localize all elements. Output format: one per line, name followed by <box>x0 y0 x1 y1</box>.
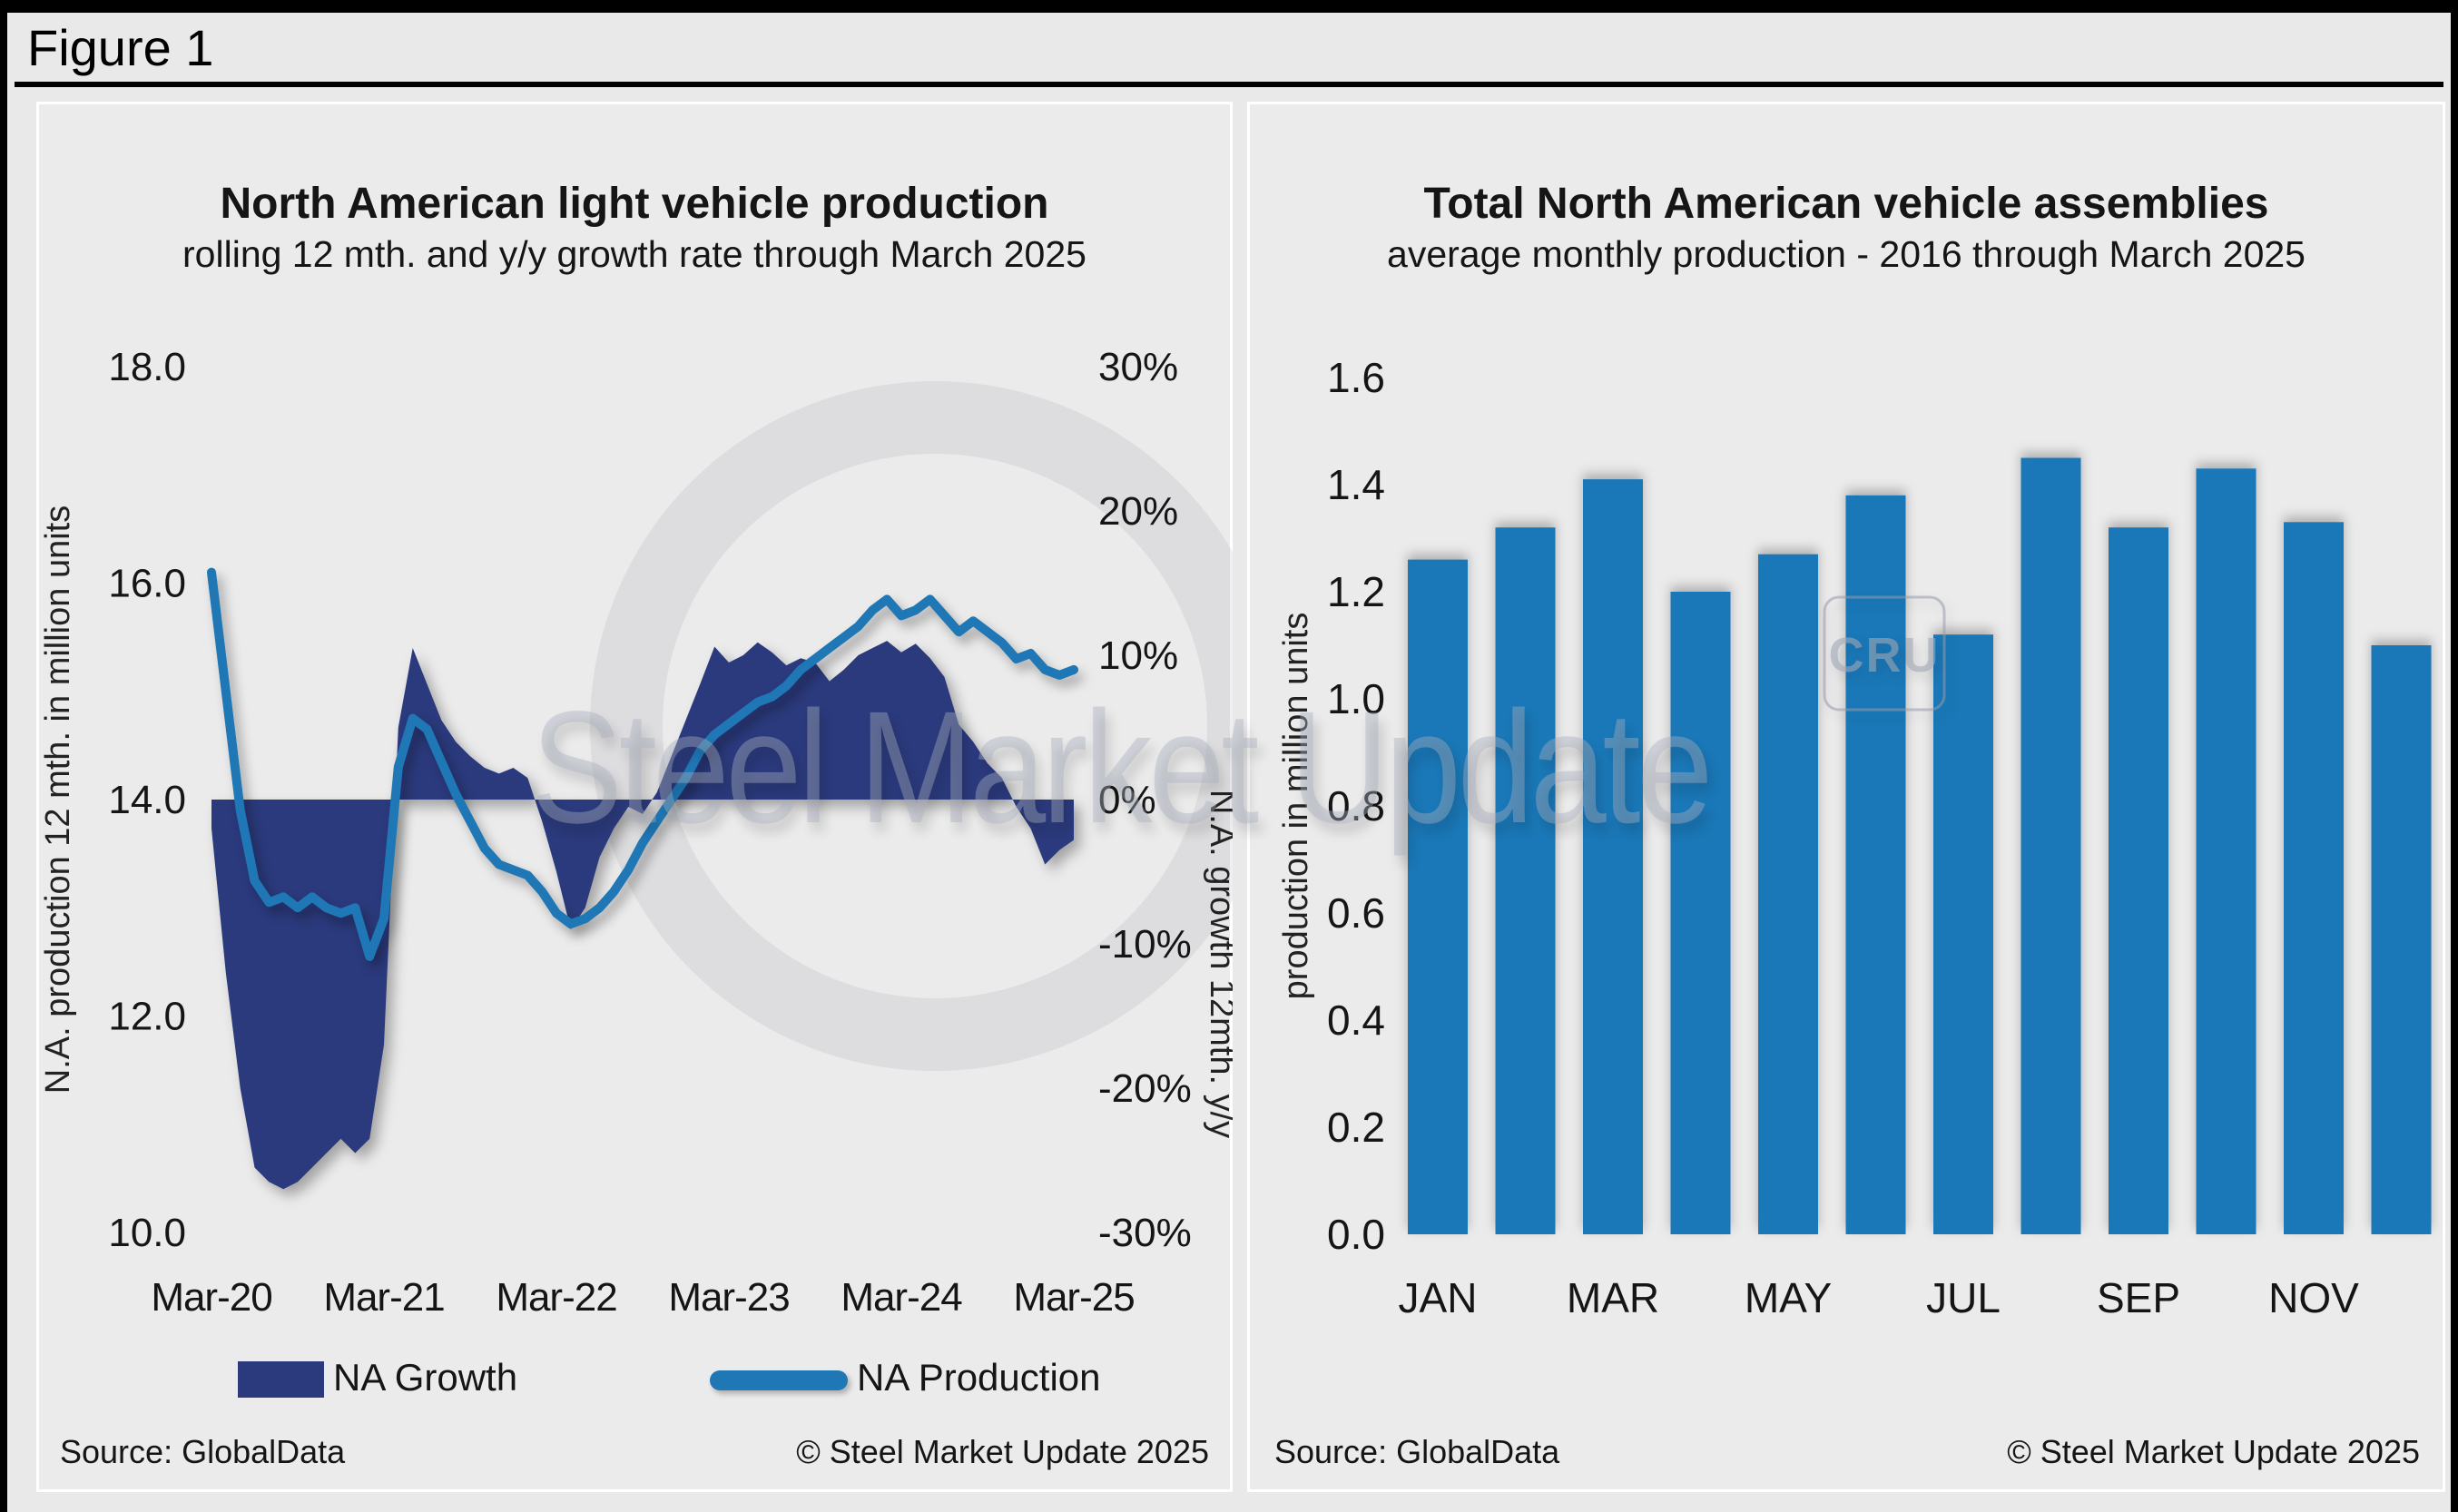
copyright-note: © Steel Market Update 2025 <box>2007 1433 2420 1470</box>
bar-OCT <box>2196 468 2256 1234</box>
y-axis-title: production in million units <box>1277 613 1315 1000</box>
chart-ticks-layer: 18.0 16.0 14.0 12.0 10.0 30% 20% 10% 0% -10% -20% -… <box>108 345 1191 1320</box>
bar-NOV <box>2284 522 2344 1234</box>
x-tick-label: SEP <box>2097 1274 2180 1321</box>
figure-title: Figure 1 <box>27 19 214 76</box>
na-production-line-series <box>207 567 1078 961</box>
bar-DEC <box>2371 645 2432 1234</box>
y-tick-label: 1.2 <box>1327 568 1385 615</box>
bar-JUN <box>1845 495 1906 1234</box>
x-tick-label: JUL <box>1926 1274 2001 1321</box>
bar-APR <box>1670 592 1731 1234</box>
x-tick-label: JAN <box>1399 1274 1478 1321</box>
right-chart-panel: 1.6 1.4 1.2 1.0 0.8 0.6 0.4 0.2 0.0 JAN MAR MAY JUL S… <box>1247 102 2445 1492</box>
y-left-tick-label: 14.0 <box>108 778 186 822</box>
y-right-tick-label: 10% <box>1098 633 1178 678</box>
y-tick-label: 1.0 <box>1327 675 1385 722</box>
x-tick-label: Mar-23 <box>668 1275 789 1320</box>
chart-legend: NA Growth NA Production <box>238 1356 1101 1399</box>
y-right-axis-title: N.A. growth 12mth. y/y <box>1203 790 1233 1138</box>
legend-growth-label: NA Growth <box>333 1356 517 1399</box>
x-tick-label: Mar-21 <box>323 1275 444 1320</box>
y-left-tick-label: 10.0 <box>108 1211 186 1255</box>
y-right-tick-label: 20% <box>1098 489 1178 534</box>
y-tick-label: 0.2 <box>1327 1104 1385 1151</box>
y-tick-label: 0.4 <box>1327 997 1385 1044</box>
x-tick-label: Mar-20 <box>151 1275 271 1320</box>
x-tick-label: Mar-25 <box>1013 1275 1134 1320</box>
cru-logo-box <box>1823 595 1946 712</box>
y-tick-label: 0.0 <box>1327 1211 1385 1258</box>
swoosh-watermark <box>590 381 1233 1071</box>
bar-MAY <box>1758 554 1818 1234</box>
bar-AUG <box>2020 457 2081 1234</box>
source-note: Source: GlobalData <box>60 1433 346 1470</box>
y-right-tick-label: 30% <box>1098 345 1178 389</box>
y-right-tick-label: 0% <box>1098 778 1156 822</box>
copyright-note: © Steel Market Update 2025 <box>796 1433 1209 1470</box>
chart-bars-layer <box>1408 457 2432 1234</box>
x-tick-label: MAR <box>1567 1274 1659 1321</box>
bar-JAN <box>1408 559 1468 1234</box>
left-chart-panel: 18.0 16.0 14.0 12.0 10.0 30% 20% 10% 0% -10% -20% -… <box>36 102 1233 1492</box>
cru-logo-text: CRU <box>1829 628 1941 682</box>
legend-growth-swatch <box>238 1361 324 1398</box>
source-note: Source: GlobalData <box>1274 1433 1560 1470</box>
y-left-tick-label: 18.0 <box>108 345 186 389</box>
legend-production-swatch <box>710 1370 848 1390</box>
y-tick-label: 1.6 <box>1327 354 1385 401</box>
chart-subtitle: rolling 12 mth. and y/y growth rate thro… <box>182 233 1086 275</box>
y-right-tick-label: -20% <box>1098 1066 1192 1111</box>
y-left-tick-label: 12.0 <box>108 995 186 1039</box>
chart-title: North American light vehicle production <box>221 180 1049 228</box>
na-growth-area-series <box>211 641 1074 1190</box>
y-tick-label: 0.8 <box>1327 782 1385 830</box>
bar-FEB <box>1495 527 1556 1234</box>
chart-ticks-layer: 1.6 1.4 1.2 1.0 0.8 0.6 0.4 0.2 0.0 JAN MAR MAY JUL S… <box>1327 354 2359 1321</box>
figure-divider-rule <box>15 82 2443 87</box>
bar-SEP <box>2109 527 2168 1234</box>
cru-logo-watermark: CRU <box>1823 595 1946 712</box>
y-tick-label: 1.4 <box>1327 461 1385 508</box>
bar-MAR <box>1583 479 1643 1234</box>
chart-title: Total North American vehicle assemblies <box>1423 180 2268 228</box>
y-left-axis-title: N.A. production 12 mth. in million units <box>39 506 77 1094</box>
y-right-tick-label: -30% <box>1098 1211 1192 1255</box>
y-tick-label: 0.6 <box>1327 889 1385 937</box>
x-tick-label: NOV <box>2268 1274 2359 1321</box>
figure-canvas: Figure 1 18.0 16.0 14.0 12.0 10.0 30% 20% 10% 0%… <box>7 13 2451 1512</box>
legend-production-label: NA Production <box>857 1356 1101 1399</box>
vehicle-assemblies-bar-chart: 1.6 1.4 1.2 1.0 0.8 0.6 0.4 0.2 0.0 JAN MAR MAY JUL S… <box>1274 180 2432 1470</box>
y-right-tick-label: -10% <box>1098 922 1192 967</box>
bar-JUL <box>1933 634 1993 1234</box>
x-tick-label: MAY <box>1745 1274 1832 1321</box>
x-tick-label: Mar-24 <box>841 1275 962 1320</box>
chart-series-layer <box>207 567 1078 1190</box>
production-growth-chart: 18.0 16.0 14.0 12.0 10.0 30% 20% 10% 0% -10% -20% -… <box>39 180 1233 1470</box>
x-tick-label: Mar-22 <box>496 1275 616 1320</box>
chart-subtitle: average monthly production - 2016 throug… <box>1387 233 2306 275</box>
y-left-tick-label: 16.0 <box>108 562 186 606</box>
